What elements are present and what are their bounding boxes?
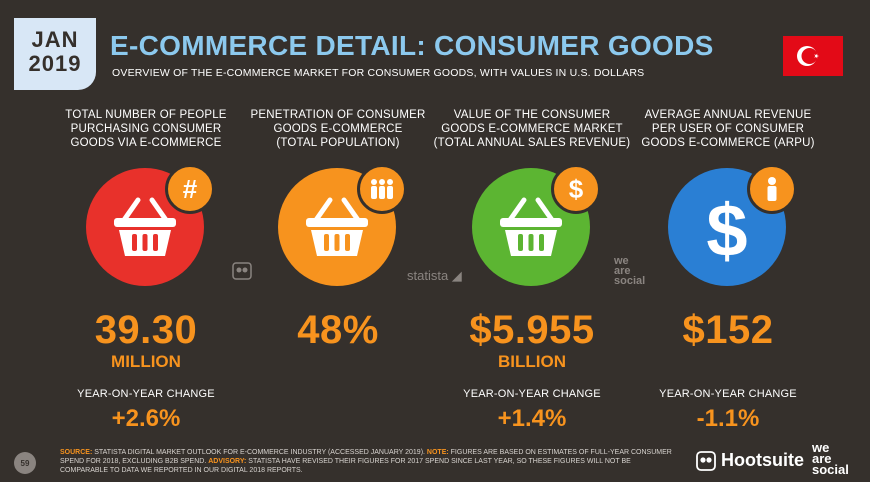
stat-column-people: TOTAL NUMBER OF PEOPLE PURCHASING CONSUM… [46,108,246,433]
yoy-label [238,388,438,401]
date-month: JAN [31,27,79,52]
basket-icon [114,197,176,256]
we-are-social-watermark: we are social [614,255,646,287]
person-icon [747,164,797,214]
basket-icon [306,197,368,256]
date-badge: JAN 2019 [14,18,96,90]
stat-value: 39.30 [94,308,198,352]
stat-column-market-value: VALUE OF THE CONSUMER GOODS E-COMMERCE M… [432,108,632,433]
page-number: 59 [14,452,36,474]
stat-unit: BILLION [498,352,566,371]
stat-unit [628,352,828,372]
owl-icon [696,450,716,471]
page-title: E-COMMERCE DETAIL: CONSUMER GOODS [110,30,714,61]
stat-circle [278,168,396,286]
svg-text:$: $ [706,189,747,272]
page-subtitle: OVERVIEW OF THE E-COMMERCE MARKET FOR CO… [112,67,645,79]
hootsuite-owl-watermark-icon [232,262,252,280]
hootsuite-logo: Hootsuite [696,450,804,471]
statista-watermark: statista ◢ [407,268,462,283]
turkey-flag-icon [783,36,843,76]
stat-value: $152 [682,308,774,352]
stat-label: AVERAGE ANNUAL REVENUE PER USER OF CONSU… [641,109,815,149]
stat-unit: MILLION [111,352,181,371]
date-year: 2019 [28,51,82,76]
yoy-value: +1.4% [497,405,567,432]
stat-value: 48% [297,308,379,352]
yoy-label: YEAR-ON-YEAR CHANGE [77,388,215,400]
yoy-value [238,405,438,433]
stat-label: TOTAL NUMBER OF PEOPLE PURCHASING CONSUM… [65,109,227,149]
yoy-value: +2.6% [111,405,181,432]
basket-icon [500,197,562,256]
stat-column-arpu: AVERAGE ANNUAL REVENUE PER USER OF CONSU… [628,108,828,433]
yoy-label: YEAR-ON-YEAR CHANGE [463,388,601,400]
stat-unit [238,352,438,372]
dollar-icon: $ [551,164,601,214]
footer-notes: SOURCE: STATISTA DIGITAL MARKET OUTLOOK … [60,449,672,474]
people-icon [357,164,407,214]
stat-label: VALUE OF THE CONSUMER GOODS E-COMMERCE M… [433,109,631,149]
stat-value: $5.955 [469,308,595,352]
dollar-icon: $ [706,189,747,272]
yoy-label: YEAR-ON-YEAR CHANGE [659,388,797,400]
yoy-value: -1.1% [696,405,760,432]
stat-circle [86,168,204,286]
we-are-social-logo: we are social [812,440,849,477]
hash-icon: # [165,164,215,214]
stat-column-penetration: PENETRATION OF CONSUMER GOODS E-COMMERCE… [238,108,438,433]
stat-label: PENETRATION OF CONSUMER GOODS E-COMMERCE… [250,109,426,149]
